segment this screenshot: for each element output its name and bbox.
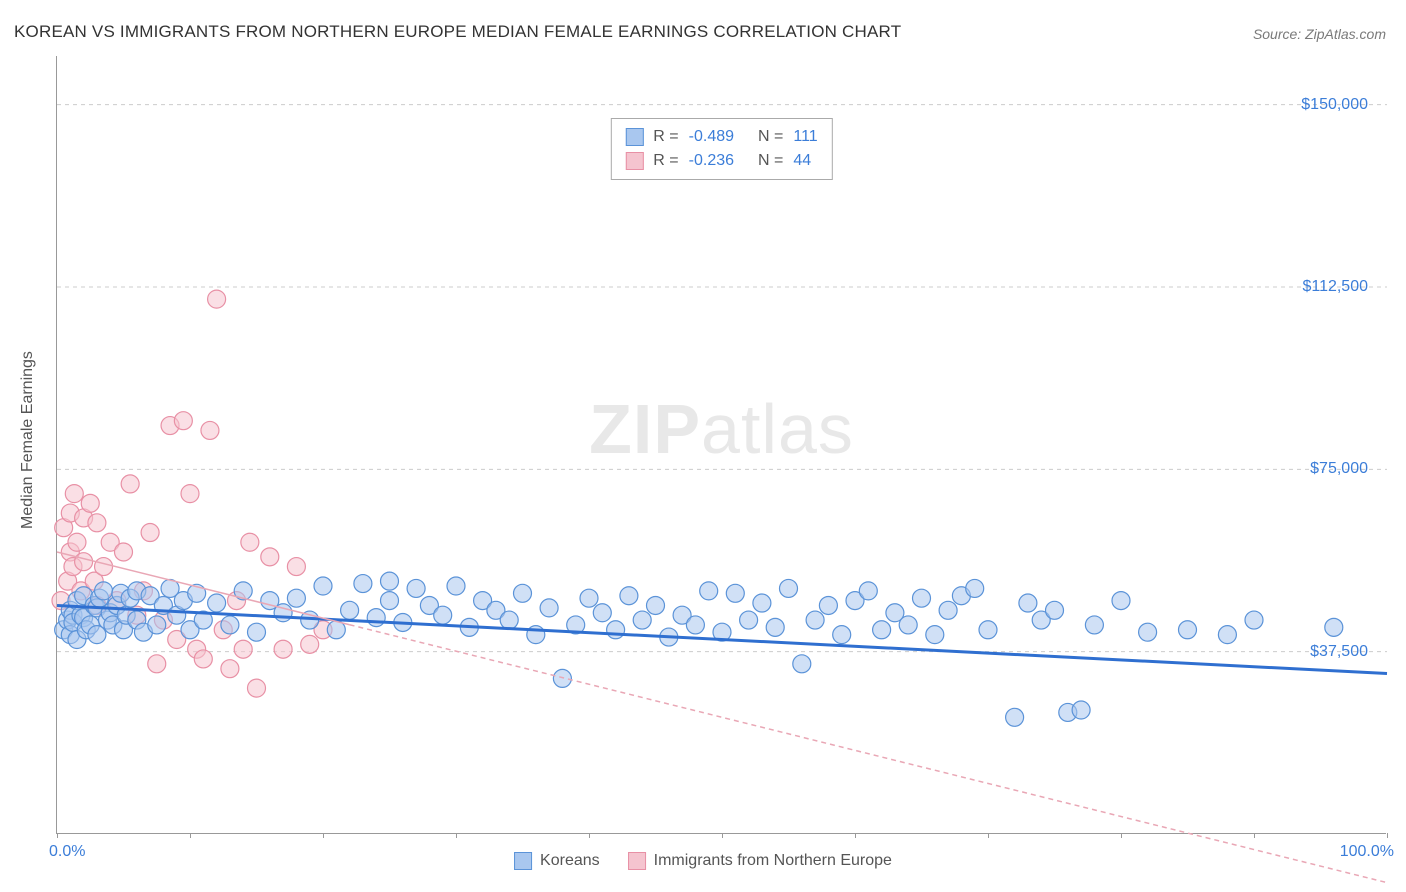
y-tick-label: $37,500 xyxy=(1310,643,1368,661)
n-label: N = xyxy=(758,149,783,173)
x-tick-mark xyxy=(456,833,457,838)
x-tick-mark xyxy=(589,833,590,838)
y-tick-label: $150,000 xyxy=(1301,96,1368,114)
chart-container: KOREAN VS IMMIGRANTS FROM NORTHERN EUROP… xyxy=(0,0,1406,892)
r-value-immigrants: -0.236 xyxy=(689,149,734,173)
legend-label-koreans: Koreans xyxy=(540,852,600,870)
plot-area: ZIPatlas R = -0.489 N = 111 R = -0.236 N… xyxy=(56,56,1386,834)
legend-series: Koreans Immigrants from Northern Europe xyxy=(514,852,892,870)
legend-item-immigrants: Immigrants from Northern Europe xyxy=(628,852,892,870)
r-label: R = xyxy=(653,125,678,149)
n-label: N = xyxy=(758,125,783,149)
x-tick-mark xyxy=(1387,833,1388,838)
x-tick-mark xyxy=(722,833,723,838)
legend-correlation: R = -0.489 N = 111 R = -0.236 N = 44 xyxy=(610,118,832,180)
y-axis-title: Median Female Earnings xyxy=(19,351,37,529)
source-attribution: Source: ZipAtlas.com xyxy=(1253,26,1386,42)
swatch-koreans xyxy=(625,128,643,146)
legend-swatch-immigrants xyxy=(628,852,646,870)
r-value-koreans: -0.489 xyxy=(689,125,734,149)
legend-item-koreans: Koreans xyxy=(514,852,600,870)
y-tick-label: $75,000 xyxy=(1310,460,1368,478)
chart-title: KOREAN VS IMMIGRANTS FROM NORTHERN EUROP… xyxy=(14,22,901,42)
n-value-immigrants: 44 xyxy=(793,149,811,173)
x-tick-mark xyxy=(323,833,324,838)
x-tick-mark xyxy=(190,833,191,838)
x-tick-mark xyxy=(855,833,856,838)
x-tick-mark xyxy=(57,833,58,838)
legend-label-immigrants: Immigrants from Northern Europe xyxy=(654,852,892,870)
x-tick-mark xyxy=(1121,833,1122,838)
r-label: R = xyxy=(653,149,678,173)
x-tick-mark xyxy=(1254,833,1255,838)
swatch-immigrants xyxy=(625,152,643,170)
n-value-koreans: 111 xyxy=(793,125,817,149)
x-tick-0: 0.0% xyxy=(49,843,85,861)
x-tick-mark xyxy=(988,833,989,838)
x-tick-100: 100.0% xyxy=(1340,843,1394,861)
legend-row-immigrants: R = -0.236 N = 44 xyxy=(625,149,817,173)
legend-swatch-koreans xyxy=(514,852,532,870)
y-tick-label: $112,500 xyxy=(1302,278,1368,296)
legend-row-koreans: R = -0.489 N = 111 xyxy=(625,125,817,149)
